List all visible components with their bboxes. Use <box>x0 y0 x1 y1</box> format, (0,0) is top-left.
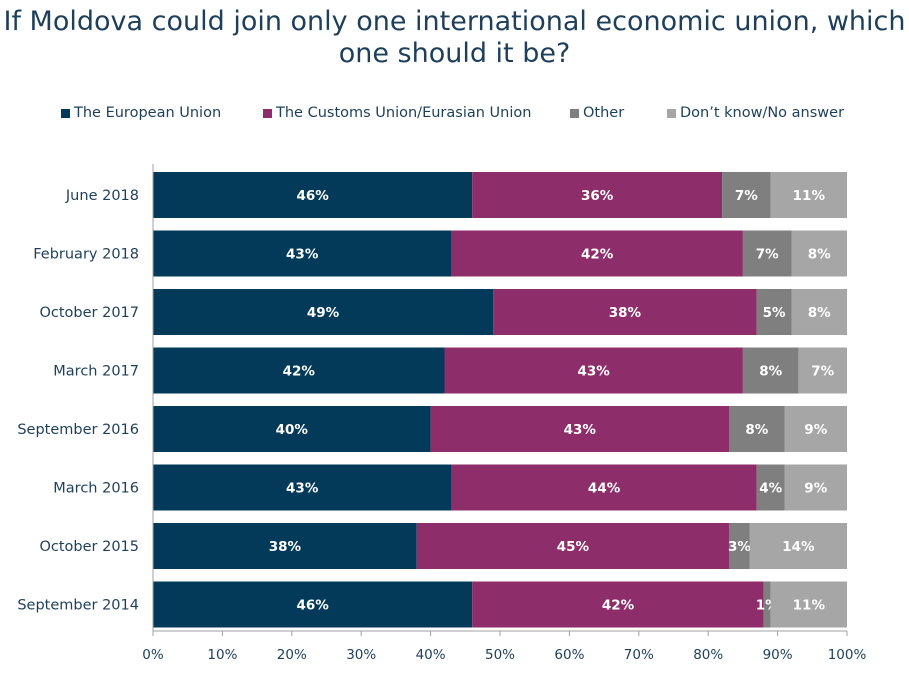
data-label: 46% <box>296 598 329 614</box>
data-label: 43% <box>286 481 319 497</box>
bar-segment-the-european-union <box>153 347 445 394</box>
data-label: 7% <box>735 188 758 204</box>
data-label: 45% <box>557 539 590 555</box>
data-label: 8% <box>759 364 782 380</box>
data-label: 38% <box>609 305 642 321</box>
x-tick-label: 40% <box>416 647 446 663</box>
data-label: 36% <box>581 188 614 204</box>
data-label: 43% <box>578 364 611 380</box>
data-label: 38% <box>269 539 302 555</box>
data-label: 42% <box>283 364 316 380</box>
bar-segment-other <box>729 523 750 569</box>
data-label: 11% <box>793 598 826 614</box>
legend-item-other: Other <box>570 105 624 121</box>
data-label: 8% <box>808 247 831 263</box>
legend-item-european-union: The European Union <box>61 105 221 121</box>
bar-segment-don-t-know-no-answer <box>784 406 847 452</box>
data-label: 4% <box>759 481 782 497</box>
legend-swatch <box>570 108 579 118</box>
bar-segment-don-t-know-no-answer <box>791 230 847 277</box>
x-tick-label: 50% <box>485 647 515 663</box>
bar-segment-don-t-know-no-answer <box>770 172 847 218</box>
data-label: 8% <box>745 422 768 438</box>
data-label: 9% <box>804 422 827 438</box>
bar-segment-the-european-union <box>153 464 452 511</box>
bar-segment-other <box>763 581 771 628</box>
legend-label: Other <box>583 105 625 121</box>
category-label: March 2016 <box>53 481 139 497</box>
bar-segment-don-t-know-no-answer <box>798 347 847 394</box>
bar-segment-other <box>729 406 785 452</box>
bar-segment-the-customs-union-eurasian-union <box>430 406 730 452</box>
bar-segment-the-european-union <box>153 230 452 277</box>
chart-title: If Moldova could join only one internati… <box>3 6 906 69</box>
bar-segment-the-customs-union-eurasian-union <box>416 523 730 569</box>
category-label: October 2017 <box>39 305 139 321</box>
bar-segment-the-customs-union-eurasian-union <box>493 289 757 335</box>
legend-label: Don’t know/No answer <box>680 105 845 121</box>
data-label: 43% <box>286 247 319 263</box>
bar-segment-other <box>742 230 792 277</box>
legend-item-customs-union: The Customs Union/Eurasian Union <box>263 105 531 121</box>
bar-segment-the-european-union <box>153 581 473 628</box>
bar-segment-the-european-union <box>153 289 494 335</box>
x-tick-label: 80% <box>693 647 723 663</box>
legend-label: The European Union <box>74 105 222 121</box>
data-label: 43% <box>564 422 597 438</box>
data-label: 9% <box>804 481 827 497</box>
category-label: September 2014 <box>17 598 139 614</box>
legend-swatch <box>263 108 272 118</box>
bar-segment-other <box>722 172 771 218</box>
bar-segment-other <box>756 464 785 511</box>
x-tick-label: 10% <box>207 647 237 663</box>
data-label: 11% <box>793 188 826 204</box>
legend-swatch <box>61 108 70 118</box>
data-label: 14% <box>782 539 815 555</box>
bar-segment-the-customs-union-eurasian-union <box>451 230 743 277</box>
bar-segment-don-t-know-no-answer <box>749 523 847 569</box>
bar-segment-the-european-union <box>153 172 473 218</box>
data-label: 7% <box>756 247 779 263</box>
legend-swatch <box>667 108 676 118</box>
bar-segment-the-customs-union-eurasian-union <box>451 464 757 511</box>
data-label: 8% <box>808 305 831 321</box>
data-label: 40% <box>276 422 309 438</box>
data-label: 7% <box>811 364 834 380</box>
bar-segment-the-customs-union-eurasian-union <box>472 581 764 628</box>
data-label: 46% <box>296 188 329 204</box>
bar-segment-don-t-know-no-answer <box>770 581 847 628</box>
x-tick-label: 30% <box>346 647 376 663</box>
legend: The European Union The Customs Union/Eur… <box>0 105 909 125</box>
bar-segment-the-european-union <box>153 406 431 452</box>
bar-segment-the-customs-union-eurasian-union <box>472 172 723 218</box>
data-label: 42% <box>581 247 614 263</box>
bar-segment-don-t-know-no-answer <box>791 289 847 335</box>
x-tick-label: 60% <box>554 647 584 663</box>
data-label: 42% <box>602 598 635 614</box>
bar-segment-other <box>742 347 799 394</box>
category-label: March 2017 <box>53 364 139 380</box>
category-label: September 2016 <box>17 422 139 438</box>
x-tick-label: 70% <box>624 647 654 663</box>
category-label: October 2015 <box>39 539 139 555</box>
data-label: 49% <box>307 305 340 321</box>
legend-label: The Customs Union/Eurasian Union <box>276 105 532 121</box>
data-label: 3% <box>728 539 751 555</box>
x-tick-label: 20% <box>277 647 307 663</box>
bar-segment-other <box>756 289 792 335</box>
category-label: June 2018 <box>65 188 139 204</box>
bar-segment-don-t-know-no-answer <box>784 464 847 511</box>
x-tick-label: 90% <box>763 647 793 663</box>
legend-item-dont-know: Don’t know/No answer <box>667 105 844 121</box>
category-label: February 2018 <box>33 247 139 263</box>
bar-segment-the-customs-union-eurasian-union <box>444 347 743 394</box>
data-label: 44% <box>588 481 621 497</box>
x-tick-label: 100% <box>828 647 867 663</box>
x-tick-label: 0% <box>142 647 164 663</box>
data-label: 5% <box>763 305 786 321</box>
bar-segment-the-european-union <box>153 523 417 569</box>
